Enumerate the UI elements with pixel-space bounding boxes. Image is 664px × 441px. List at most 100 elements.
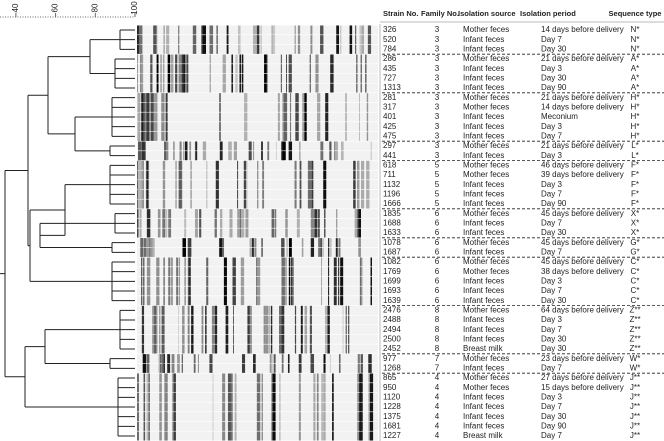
- gel-band: [166, 93, 167, 103]
- family-no: 5: [435, 199, 440, 208]
- dendrogram: [0, 29, 135, 437]
- isolation-period: Day 90: [541, 83, 567, 92]
- gel-band: [252, 44, 257, 54]
- gel-band: [309, 73, 311, 83]
- gel-band: [240, 296, 245, 306]
- gel-band: [155, 334, 158, 344]
- gel-band: [214, 209, 217, 219]
- gel-band: [246, 170, 248, 180]
- gel-band: [141, 344, 145, 354]
- gel-band: [163, 267, 165, 277]
- gel-lane: [137, 131, 378, 141]
- gel-band: [206, 257, 209, 267]
- gel-band: [329, 247, 332, 257]
- sequence-type: A*: [631, 64, 639, 73]
- gel-band: [342, 315, 344, 325]
- gel-band: [137, 93, 139, 103]
- gel-band: [333, 276, 337, 286]
- gel-band: [146, 228, 151, 238]
- gel-band: [281, 286, 285, 296]
- gel-band: [294, 315, 297, 325]
- gel-band: [294, 344, 297, 354]
- gel-band: [219, 209, 223, 219]
- gel-band: [283, 131, 288, 141]
- gel-band: [243, 170, 247, 180]
- isolation-source: Infant feces: [463, 64, 504, 73]
- gel-band: [288, 64, 292, 74]
- gel-band: [168, 286, 171, 296]
- gel-band: [206, 189, 208, 199]
- gel-band: [321, 373, 325, 383]
- gel-band: [313, 392, 316, 402]
- gel-band: [233, 305, 234, 315]
- gel-band: [265, 325, 269, 335]
- gel-band: [332, 392, 334, 402]
- family-no: 6: [435, 218, 440, 227]
- sequence-type: H*: [631, 93, 640, 102]
- isolation-period: Day 7: [541, 286, 562, 295]
- sequence-type: A*: [631, 54, 639, 63]
- gel-band: [234, 421, 237, 431]
- column-header: Isolation period: [520, 9, 576, 18]
- gel-band: [327, 325, 330, 335]
- sequence-type: L*: [631, 141, 639, 150]
- sequence-type: X*: [631, 228, 639, 237]
- isolation-source: Mother feces: [463, 102, 509, 111]
- gel-band: [222, 392, 226, 402]
- gel-band: [257, 44, 260, 54]
- gel-band: [328, 296, 330, 306]
- gel-band: [143, 112, 145, 122]
- sequence-type: Z**: [629, 325, 640, 334]
- family-no: 3: [435, 141, 440, 150]
- gel-band: [320, 35, 324, 45]
- gel-band: [138, 180, 142, 190]
- gel-band: [295, 122, 299, 132]
- gel-band: [212, 402, 214, 412]
- gel-band: [333, 257, 337, 267]
- gel-band: [267, 54, 269, 64]
- gel-band: [317, 102, 321, 112]
- gel-band: [143, 122, 145, 132]
- gel-band: [164, 373, 167, 383]
- gel-band: [239, 83, 242, 93]
- isolation-period: Day 3: [541, 276, 562, 285]
- gel-band: [342, 325, 344, 335]
- gel-band: [137, 199, 139, 209]
- gel-band: [145, 122, 148, 132]
- gel-band: [271, 334, 273, 344]
- gel-band: [360, 83, 362, 93]
- gel-band: [188, 238, 192, 248]
- gel-band: [321, 257, 323, 267]
- gel-band: [138, 160, 142, 170]
- gel-band: [290, 267, 293, 277]
- strain-no: 281: [383, 93, 397, 102]
- gel-band: [310, 354, 315, 364]
- gel-band: [261, 383, 263, 393]
- gel-band: [297, 44, 301, 54]
- gel-band: [315, 73, 319, 83]
- gel-band: [256, 421, 261, 431]
- gel-band: [145, 93, 148, 103]
- gel-band: [263, 344, 265, 354]
- gel-band: [304, 315, 308, 325]
- gel-band: [223, 296, 227, 306]
- gel-band: [164, 431, 167, 441]
- gel-band: [175, 170, 177, 180]
- gel-band: [366, 102, 369, 112]
- gel-band: [137, 373, 139, 383]
- gel-band: [201, 305, 204, 315]
- gel-band: [137, 25, 141, 35]
- gel-band: [256, 431, 261, 441]
- gel-band: [267, 141, 270, 151]
- gel-band: [272, 35, 276, 45]
- gel-band: [348, 344, 350, 354]
- gel-band: [209, 54, 211, 64]
- gel-band: [303, 122, 304, 132]
- gel-band: [150, 54, 153, 64]
- gel-band: [237, 25, 241, 35]
- gel-band: [369, 412, 371, 422]
- gel-band: [263, 334, 265, 344]
- gel-band: [188, 286, 191, 296]
- gel-band: [222, 402, 226, 412]
- gel-band: [281, 267, 285, 277]
